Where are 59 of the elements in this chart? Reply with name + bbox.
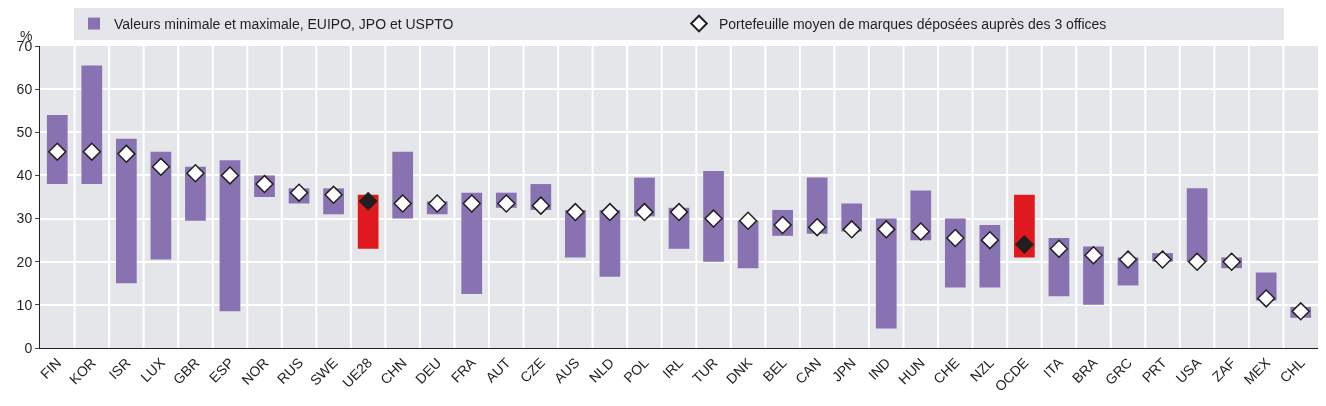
point bbox=[1015, 235, 1034, 254]
bar bbox=[150, 151, 172, 260]
point bbox=[462, 194, 481, 213]
bar bbox=[81, 65, 103, 185]
point bbox=[1222, 252, 1241, 271]
x-tick-label: IRL bbox=[659, 354, 687, 382]
x-tick-label: ISR bbox=[105, 354, 134, 383]
point bbox=[220, 166, 240, 185]
bar bbox=[115, 138, 137, 284]
point bbox=[1153, 250, 1172, 269]
point bbox=[738, 211, 758, 230]
y-tick-label: 0 bbox=[24, 339, 33, 356]
x-tick-label: TUR bbox=[688, 354, 721, 387]
point bbox=[877, 220, 896, 239]
point bbox=[82, 142, 102, 161]
point bbox=[807, 218, 827, 237]
legend-label: Portefeuille moyen de marques déposées auprès des 3 offices bbox=[719, 16, 1107, 33]
point bbox=[980, 230, 1000, 250]
point bbox=[358, 192, 378, 211]
x-tick-label: IND bbox=[864, 354, 894, 383]
point bbox=[911, 222, 930, 241]
x-tick-label: POL bbox=[620, 354, 652, 386]
point bbox=[600, 202, 620, 222]
legend-label: Valeurs minimale et maximale, EUIPO, JPO et USPTO bbox=[114, 16, 454, 33]
x-tick-label: USA bbox=[1172, 354, 1205, 387]
point bbox=[497, 194, 516, 213]
point bbox=[1187, 252, 1207, 271]
bar bbox=[461, 192, 483, 295]
bar bbox=[1186, 188, 1208, 262]
point bbox=[635, 202, 654, 222]
point bbox=[428, 194, 447, 213]
point bbox=[1118, 250, 1138, 269]
point bbox=[186, 164, 205, 183]
point bbox=[151, 157, 171, 176]
point bbox=[566, 202, 585, 222]
y-tick-label: 40 bbox=[16, 167, 33, 184]
x-tick-label: FIN bbox=[37, 354, 65, 382]
y-tick-label: 60 bbox=[16, 81, 33, 98]
point bbox=[289, 183, 309, 202]
bar bbox=[703, 171, 724, 262]
point bbox=[393, 194, 412, 213]
x-tick-label: BEL bbox=[759, 354, 790, 385]
point bbox=[842, 220, 861, 239]
x-tick-label: CHL bbox=[1276, 354, 1308, 386]
y-tick-label: 30 bbox=[16, 210, 33, 227]
y-tick-label: 10 bbox=[16, 296, 33, 313]
point bbox=[1049, 239, 1069, 258]
point bbox=[1256, 289, 1276, 308]
y-tick-label: 50 bbox=[16, 124, 33, 141]
x-tick-label: ITA bbox=[1040, 354, 1067, 381]
point bbox=[704, 209, 723, 228]
bar bbox=[875, 218, 897, 329]
y-tick-label: 20 bbox=[16, 253, 33, 270]
point bbox=[946, 228, 965, 248]
point bbox=[1291, 302, 1310, 321]
point bbox=[117, 144, 136, 164]
bar bbox=[219, 160, 241, 312]
point bbox=[1084, 246, 1103, 265]
point bbox=[669, 202, 689, 222]
